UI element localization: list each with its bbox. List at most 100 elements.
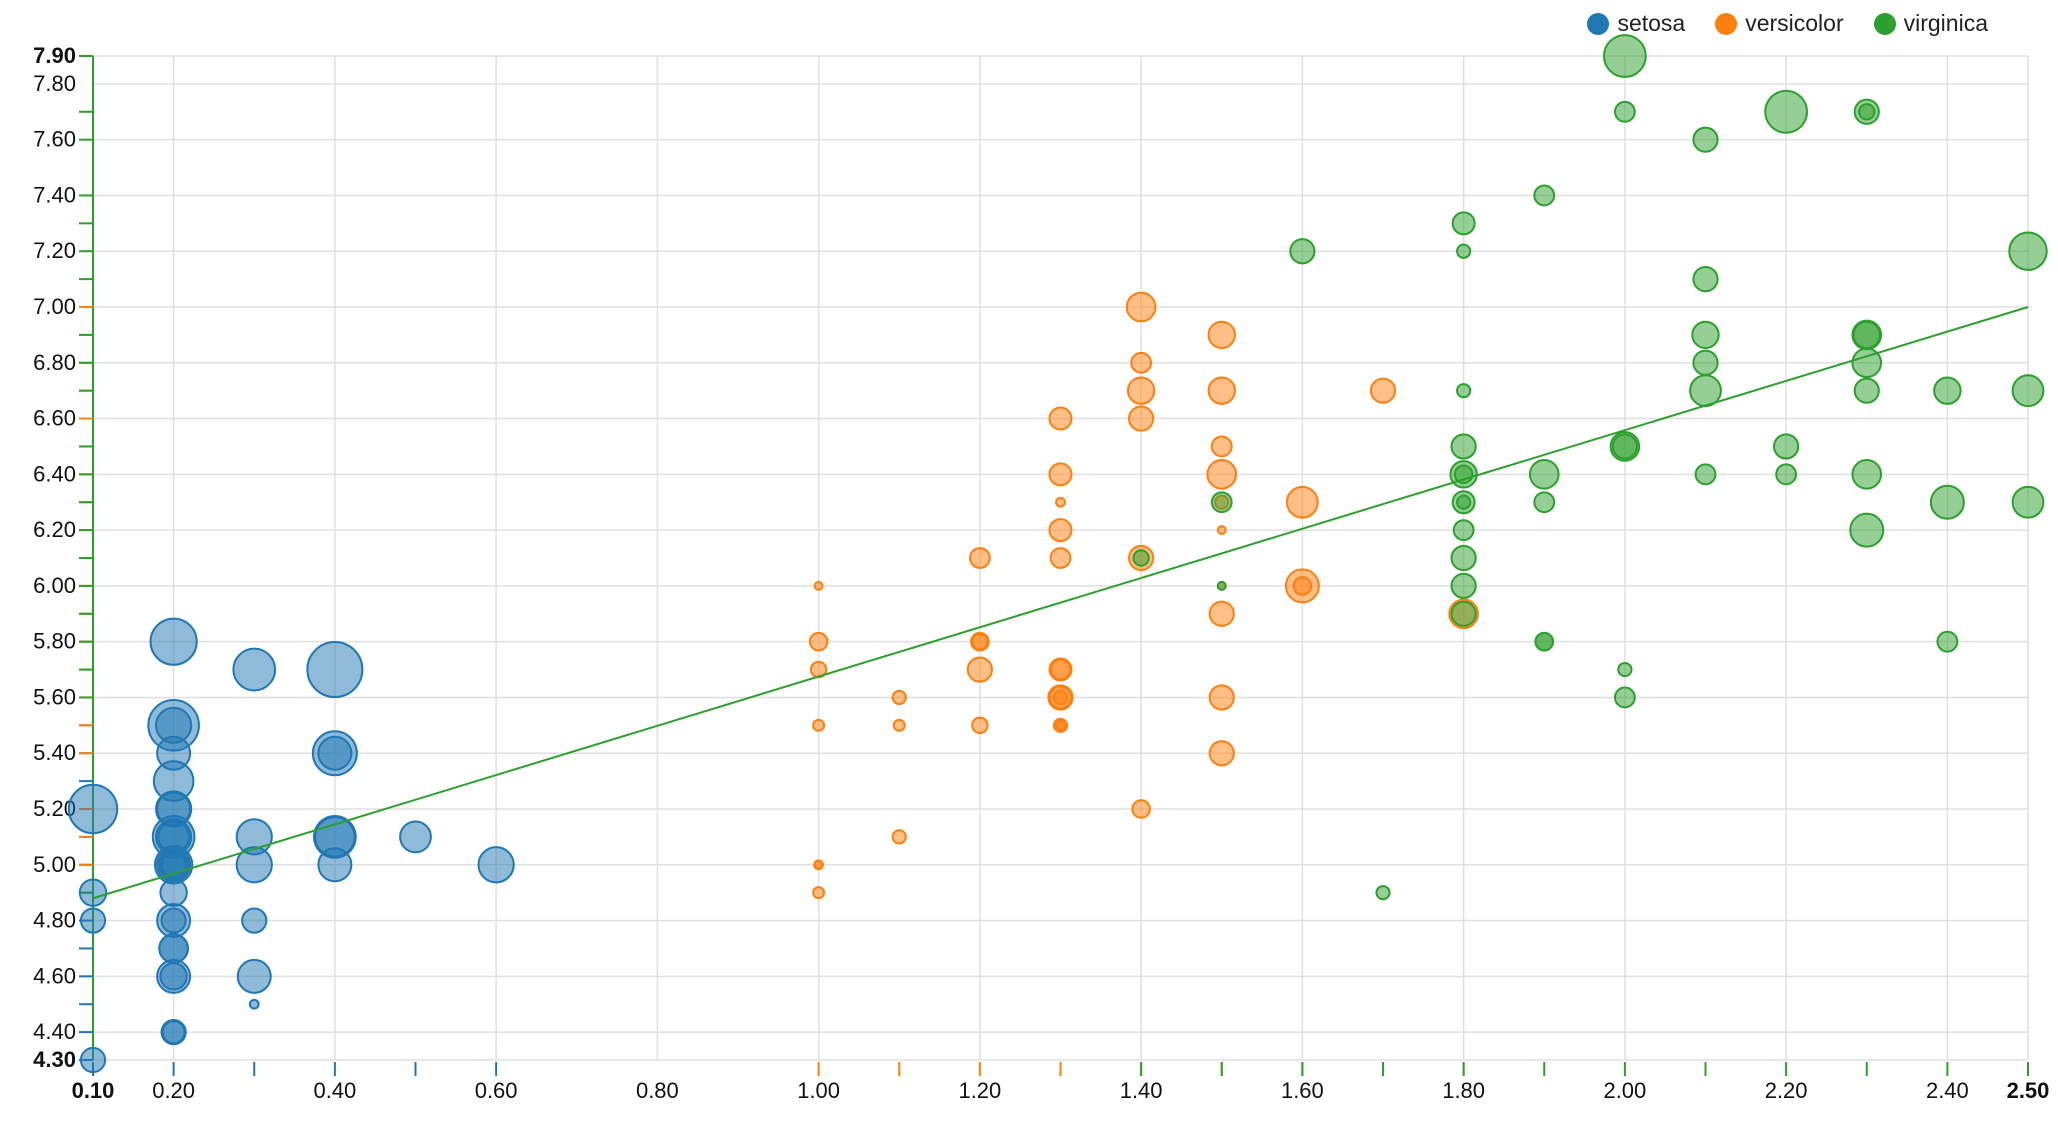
point-virginica [1858,103,1876,121]
point-virginica [1694,463,1717,486]
point-virginica [1289,238,1316,265]
point-virginica [1613,100,1636,123]
point-virginica [1692,349,1719,376]
x-tick-label: 1.60 [1281,1078,1324,1103]
legend-item-setosa[interactable]: setosa [1587,10,1685,37]
point-virginica [1450,433,1477,460]
point-versicolor [1285,485,1319,519]
point-versicolor [1055,496,1066,508]
y-tick-label: 7.00 [33,294,76,319]
point-versicolor [1130,351,1153,374]
x-tick-label: 0.60 [475,1078,518,1103]
y-tick-label: 7.90 [33,43,76,68]
point-virginica [1450,544,1477,572]
point-setosa [306,641,364,699]
y-tick-label: 6.60 [33,406,76,431]
point-versicolor [813,859,824,870]
point-virginica [1456,494,1472,510]
point-setosa [79,1046,107,1074]
y-tick-label: 5.40 [33,740,76,765]
point-setosa [159,878,188,907]
point-versicolor [1128,405,1155,432]
point-versicolor [1207,320,1236,350]
point-virginica [1851,459,1883,490]
point-virginica [1456,243,1472,259]
point-virginica [1450,600,1477,627]
point-versicolor [1292,576,1313,596]
trendline-path [92,306,2029,900]
legend-label-virginica: virginica [1903,10,1988,36]
x-tick-label: 2.00 [1603,1078,1646,1103]
x-tick-label: 1.00 [797,1078,840,1103]
point-virginica [1534,631,1555,652]
point-virginica [2008,231,2048,271]
y-tick-label: 6.40 [33,461,76,486]
x-tick-label: 1.20 [958,1078,1001,1103]
legend-swatch-setosa [1587,12,1610,35]
point-virginica [1933,376,1962,405]
point-versicolor [1048,462,1073,487]
point-versicolor [968,547,991,569]
point-virginica [1929,484,1965,520]
point-versicolor [1049,658,1072,681]
point-setosa [79,907,107,934]
point-virginica [1216,580,1227,591]
point-setosa [317,847,353,883]
point-virginica [1451,211,1476,236]
point-setosa [160,907,187,934]
point-setosa [157,820,191,854]
x-tick-label: 2.40 [1926,1078,1969,1103]
point-virginica [2011,485,2045,519]
y-tick-label: 7.60 [33,127,76,152]
point-virginica [1852,320,1881,350]
point-virginica [1692,266,1719,293]
legend-swatch-virginica [1873,12,1896,35]
legend-label-versicolor: versicolor [1745,10,1844,36]
point-versicolor [1208,684,1235,711]
legend-swatch-versicolor [1715,12,1738,35]
y-tick-label: 5.00 [33,852,76,877]
y-tick-label: 5.60 [33,684,76,709]
point-versicolor [1049,547,1072,569]
y-tick-label: 5.80 [33,629,76,654]
y-tick-label: 6.20 [33,517,76,542]
point-virginica [1132,549,1150,567]
point-virginica [1849,512,1885,548]
y-tick-label: 4.40 [33,1019,76,1044]
x-tick-label: 2.50 [2007,1078,2050,1103]
y-tick-label: 6.00 [33,573,76,598]
legend: setosa versicolor virginica [1587,10,1988,37]
point-versicolor [1048,518,1073,543]
point-setosa [317,735,353,771]
point-versicolor [1210,435,1233,458]
x-tick-label: 0.40 [313,1078,356,1103]
point-versicolor [1048,406,1073,431]
point-setosa [399,820,432,854]
point-versicolor [1206,459,1238,490]
legend-item-virginica[interactable]: virginica [1873,10,1988,37]
y-tick-label: 4.80 [33,908,76,933]
point-virginica [1456,383,1472,399]
point-versicolor [966,656,993,683]
point-virginica [1936,630,1959,653]
point-versicolor [892,718,906,732]
point-setosa [248,998,260,1010]
point-virginica [1533,184,1556,207]
point-setosa [159,962,188,991]
point-versicolor [1208,600,1235,627]
point-virginica [1528,459,1560,490]
legend-item-versicolor[interactable]: versicolor [1715,10,1844,37]
point-versicolor [1207,376,1236,405]
point-virginica [1691,320,1720,350]
x-tick-label: 0.20 [152,1078,195,1103]
point-versicolor [808,631,829,652]
point-virginica [2011,374,2045,408]
point-setosa [149,617,198,666]
point-versicolor [1216,525,1227,536]
point-versicolor [971,716,989,735]
point-setosa [78,878,108,907]
point-virginica [1375,885,1391,901]
point-versicolor [891,829,907,845]
